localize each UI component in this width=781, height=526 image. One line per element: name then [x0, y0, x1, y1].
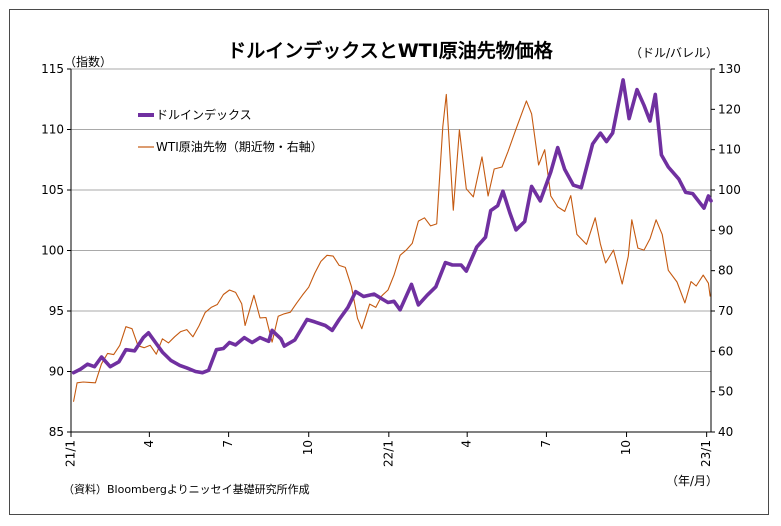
- right-tick-label: 110: [718, 143, 741, 157]
- right-axis-ticks: 40 50 60 70 80 90 100 110 120 130: [711, 62, 741, 439]
- chart-frame: [9, 9, 769, 515]
- source-note: （資料）Bloombergよりニッセイ基礎研究所作成: [63, 482, 310, 496]
- x-tick-label: 7: [539, 440, 553, 448]
- legend-label-wti: WTI原油先物（期近物・右軸）: [156, 139, 323, 154]
- x-tick-label: 22/1: [381, 440, 395, 467]
- x-tick-label: 23/1: [699, 440, 713, 467]
- left-axis-unit: （指数）: [64, 54, 112, 69]
- left-tick-label: 110: [41, 123, 64, 137]
- x-tick-label: 10: [301, 440, 315, 455]
- left-axis-ticks: 85 90 95 100 105 110 115: [41, 62, 71, 439]
- x-tick-label: 4: [142, 440, 156, 448]
- x-tick-label: 4: [460, 440, 474, 448]
- series-line-wti: [73, 93, 711, 402]
- x-tick-label: 21/1: [64, 440, 78, 467]
- x-axis-unit: （年/月）: [666, 474, 718, 488]
- right-axis-unit: （ドル/バレル）: [630, 46, 718, 60]
- chart-title: ドルインデックスとWTI原油先物価格: [227, 39, 553, 62]
- right-tick-label: 40: [718, 425, 733, 439]
- left-tick-label: 100: [41, 244, 64, 258]
- right-tick-label: 70: [718, 304, 733, 318]
- series: [71, 78, 713, 402]
- left-tick-label: 105: [41, 183, 64, 197]
- right-tick-label: 50: [718, 385, 733, 399]
- x-axis-ticks: 21/1 4 7 10 22/1 4 7 10 23/1: [64, 432, 713, 467]
- legend-label-dollar-index: ドルインデックス: [156, 107, 252, 122]
- left-tick-label: 85: [49, 425, 64, 439]
- gridlines: [71, 68, 711, 372]
- right-tick-label: 100: [718, 183, 741, 197]
- left-tick-label: 90: [49, 365, 64, 379]
- right-tick-label: 80: [718, 264, 733, 278]
- right-tick-label: 130: [718, 62, 741, 76]
- left-tick-label: 95: [49, 304, 64, 318]
- x-tick-label: 10: [619, 440, 633, 455]
- right-tick-label: 60: [718, 344, 733, 358]
- legend: ドルインデックス WTI原油先物（期近物・右軸）: [138, 107, 323, 154]
- right-tick-label: 120: [718, 102, 741, 116]
- x-tick-label: 7: [221, 440, 235, 448]
- right-tick-label: 90: [718, 223, 733, 237]
- left-tick-label: 115: [41, 62, 64, 76]
- series-line-dollar-index: [71, 78, 713, 375]
